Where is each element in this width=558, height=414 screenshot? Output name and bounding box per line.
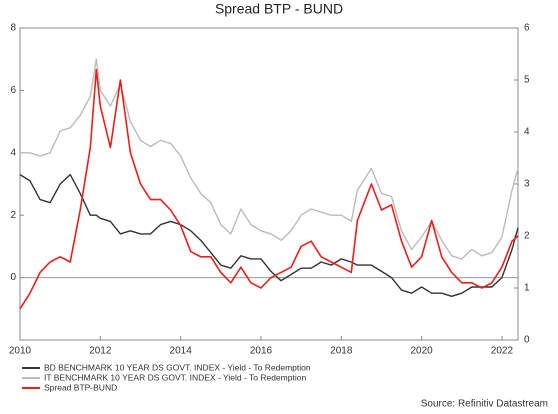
x-tick-label: 2010 (9, 346, 32, 357)
y-tick-label: 4 (10, 147, 16, 158)
legend-label: BD BENCHMARK 10 YEAR DS GOVT. INDEX - Yi… (44, 362, 311, 372)
chart-title: Spread BTP - BUND (215, 1, 343, 17)
y-tick-label: 6 (10, 85, 16, 96)
x-tick-label: 2012 (89, 346, 112, 357)
y-tick-label: 2 (10, 210, 16, 221)
source: Source: Refinitiv Datastream (421, 399, 548, 410)
x-tick-label: 2014 (170, 346, 193, 357)
x-tick-label: 2016 (250, 346, 273, 357)
series-line (20, 58, 519, 260)
x-tick-label: 2020 (410, 346, 433, 357)
legend-label: IT BENCHMARK 10 YEAR DS GOVT. INDEX - Yi… (44, 372, 306, 382)
legend-label: Spread BTP-BUND (44, 382, 117, 392)
y2-tick-label: 6 (524, 23, 530, 34)
x-tick-label: 2022 (491, 346, 514, 357)
y2-tick-label: 1 (524, 283, 530, 294)
series-line (19, 68, 519, 310)
y-tick-label: 0 (10, 272, 16, 283)
y2-tick-label: 0 (524, 335, 530, 346)
y-tick-label: 8 (10, 23, 16, 34)
y2-tick-label: 2 (524, 231, 530, 242)
series-line (19, 173, 519, 297)
y2-tick-label: 5 (524, 75, 530, 86)
y2-tick-label: 3 (524, 179, 530, 190)
y2-tick-label: 4 (524, 127, 530, 138)
x-tick-label: 2018 (330, 346, 353, 357)
